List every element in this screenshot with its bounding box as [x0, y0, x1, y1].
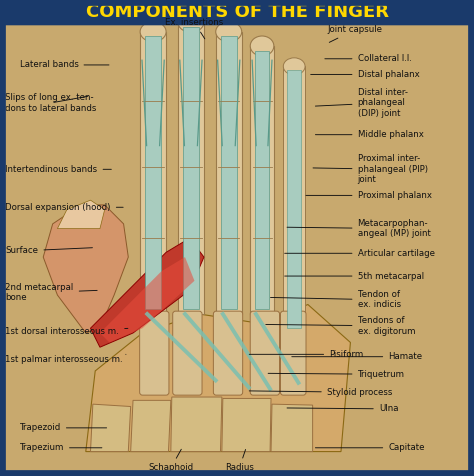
- Text: Styloid process: Styloid process: [249, 388, 392, 397]
- Ellipse shape: [283, 58, 305, 75]
- Polygon shape: [178, 22, 204, 314]
- Text: Tendons of
ex. digitorum: Tendons of ex. digitorum: [266, 316, 415, 336]
- Text: Trapezoid: Trapezoid: [19, 423, 107, 432]
- FancyBboxPatch shape: [140, 311, 169, 395]
- Polygon shape: [131, 400, 171, 452]
- Polygon shape: [140, 32, 166, 314]
- Polygon shape: [171, 397, 222, 452]
- Text: COMPONENTS OF THE FINGER: COMPONENTS OF THE FINGER: [85, 3, 389, 21]
- Polygon shape: [216, 32, 242, 314]
- Ellipse shape: [216, 22, 242, 42]
- Polygon shape: [100, 257, 194, 342]
- Text: Triquetrum: Triquetrum: [268, 370, 404, 379]
- Text: Ex. insertions: Ex. insertions: [165, 18, 224, 39]
- Polygon shape: [287, 69, 301, 328]
- Text: Slips of long ex. ten-
dons to lateral bands: Slips of long ex. ten- dons to lateral b…: [5, 93, 97, 113]
- FancyBboxPatch shape: [281, 311, 306, 395]
- Polygon shape: [91, 238, 204, 347]
- Polygon shape: [57, 200, 105, 228]
- Polygon shape: [271, 404, 313, 452]
- FancyBboxPatch shape: [3, 1, 471, 25]
- Text: Pisiform: Pisiform: [249, 350, 364, 359]
- Text: Surface: Surface: [5, 247, 92, 256]
- Text: Trapezium: Trapezium: [19, 443, 102, 452]
- Ellipse shape: [250, 36, 274, 56]
- Text: 1st dorsal interosseous m.: 1st dorsal interosseous m.: [5, 327, 128, 336]
- Polygon shape: [283, 66, 305, 333]
- Text: Distal phalanx: Distal phalanx: [310, 70, 419, 79]
- Text: Tendon of
ex. indicis: Tendon of ex. indicis: [271, 290, 401, 309]
- Polygon shape: [221, 37, 237, 309]
- Polygon shape: [255, 51, 269, 309]
- FancyBboxPatch shape: [213, 311, 243, 395]
- Text: Capitate: Capitate: [315, 443, 425, 452]
- Polygon shape: [91, 404, 131, 452]
- Text: Proximal inter-
phalangeal (PIP)
joint: Proximal inter- phalangeal (PIP) joint: [313, 154, 428, 184]
- Text: Hamate: Hamate: [292, 352, 422, 361]
- Ellipse shape: [140, 22, 166, 42]
- Polygon shape: [183, 27, 199, 309]
- Text: Lateral bands: Lateral bands: [19, 60, 109, 69]
- Text: 1st palmar interosseous m.: 1st palmar interosseous m.: [5, 354, 126, 364]
- Polygon shape: [86, 305, 350, 452]
- Text: Joint capsule: Joint capsule: [328, 25, 383, 42]
- Polygon shape: [250, 46, 274, 314]
- Text: Middle phalanx: Middle phalanx: [315, 130, 423, 139]
- Text: Ulna: Ulna: [287, 405, 398, 413]
- Text: Metacarpophan-
angeal (MP) joint: Metacarpophan- angeal (MP) joint: [287, 219, 430, 238]
- Text: Distal inter-
phalangeal
(DIP) joint: Distal inter- phalangeal (DIP) joint: [315, 88, 408, 118]
- Text: Radius: Radius: [225, 449, 254, 473]
- Text: Proximal phalanx: Proximal phalanx: [306, 191, 431, 200]
- Text: Intertendinous bands: Intertendinous bands: [5, 165, 111, 174]
- Text: Dorsal expansion (hood): Dorsal expansion (hood): [5, 203, 123, 212]
- Polygon shape: [43, 205, 128, 333]
- Ellipse shape: [178, 12, 204, 32]
- FancyBboxPatch shape: [173, 311, 202, 395]
- Text: Collateral l.l.: Collateral l.l.: [325, 54, 411, 63]
- Text: 2nd metacarpal
bone: 2nd metacarpal bone: [5, 283, 97, 302]
- Text: 5th metacarpal: 5th metacarpal: [285, 271, 424, 280]
- Text: Schaphoid: Schaphoid: [148, 449, 193, 473]
- FancyBboxPatch shape: [250, 311, 280, 395]
- Text: Articular cartilage: Articular cartilage: [285, 249, 435, 258]
- Polygon shape: [222, 398, 271, 452]
- Polygon shape: [146, 37, 161, 309]
